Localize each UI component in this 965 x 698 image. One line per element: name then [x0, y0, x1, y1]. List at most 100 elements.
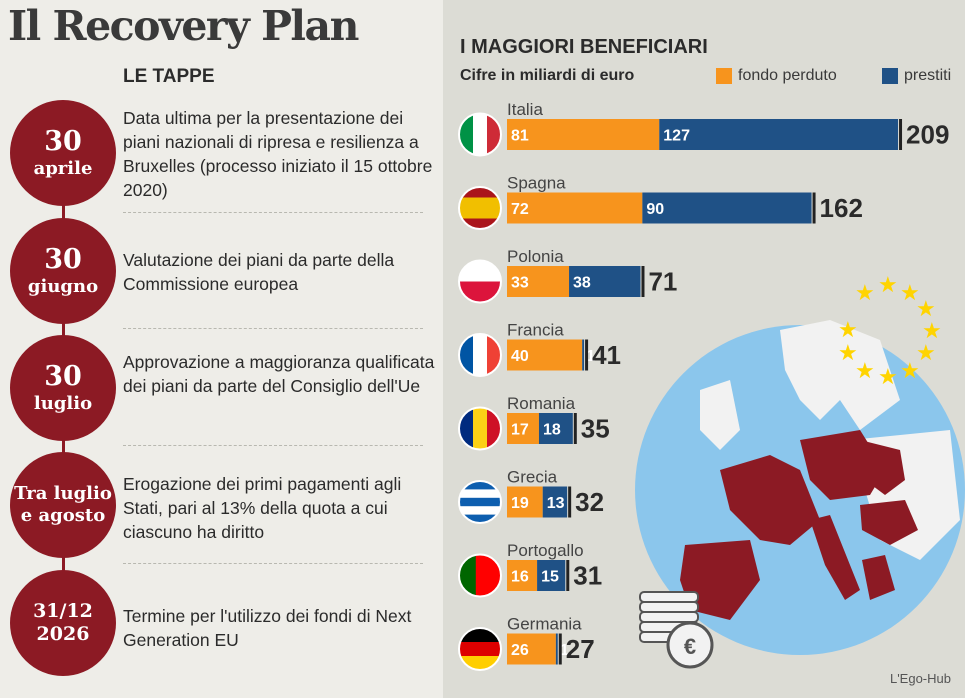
flag-stripe [459, 260, 501, 282]
step-4-text: Erogazione dei primi pagamenti agli Stat… [123, 474, 402, 542]
star-icon: ★ [916, 340, 936, 365]
svg-text:€: € [684, 634, 696, 659]
bar-value-label: 1 [586, 348, 595, 365]
flag-stripe [459, 481, 501, 490]
bar-spagna-fondo-perduto [507, 192, 643, 224]
chart-title: I MAGGIORI BENEFICIARI [460, 36, 708, 58]
bar-end-marker [566, 560, 570, 591]
flag-stripe [459, 554, 477, 597]
legend-label: fondo perduto [738, 67, 837, 84]
bar-total-spagna: 162 [820, 193, 863, 223]
bar-value-label: 19 [511, 495, 529, 512]
country-label-francia: Francia [507, 321, 564, 340]
bar-portogallo-prestiti [537, 560, 566, 591]
bar-value-label: 26 [511, 642, 529, 659]
bar-value-label: 16 [511, 569, 529, 586]
country-label-portogallo: Portogallo [507, 541, 584, 560]
country-label-grecia: Grecia [507, 468, 558, 487]
bar-germania-prestiti [555, 633, 558, 665]
map-eu-poland [860, 440, 905, 495]
bar-total-grecia: 32 [575, 487, 604, 517]
map-land-north [780, 320, 900, 430]
bar-end-marker [568, 486, 572, 518]
flag-border [458, 553, 502, 598]
bar-total-polonia: 71 [648, 267, 677, 297]
bar-value-label: 17 [511, 422, 529, 439]
flag-spagna-icon [459, 187, 501, 229]
map-eu-greece [862, 555, 895, 600]
step-5-date-small: 2026 [36, 623, 90, 645]
timeline-heading: LE TAPPE [123, 66, 215, 87]
bar-italia-prestiti [659, 119, 899, 150]
bar-germania-fondo-perduto [507, 633, 556, 665]
bar-total-italia: 209 [906, 120, 949, 150]
bar-value-label: 18 [543, 422, 561, 439]
step-2-date: 30 giugno [10, 218, 116, 324]
map-eu-france [720, 455, 820, 545]
step-4-date-small: e agosto [20, 505, 106, 526]
bar-end-marker [558, 633, 562, 665]
legend-swatch [716, 68, 732, 84]
bar-value-label: 13 [547, 495, 565, 512]
country-label-polonia: Polonia [507, 247, 564, 266]
flag-stripe [459, 642, 501, 657]
step-2-text: Valutazione dei piani da parte della Com… [123, 250, 395, 294]
step-divider [123, 212, 423, 213]
bar-grecia-prestiti [542, 486, 568, 518]
star-icon: ★ [855, 358, 875, 383]
flag-stripe [459, 197, 501, 219]
step-divider [123, 445, 423, 446]
bar-end-marker [573, 413, 577, 444]
bar-value-label: 1 [560, 642, 569, 659]
bar-end-marker [899, 119, 903, 150]
star-icon: ★ [838, 317, 858, 342]
country-label-spagna: Spagna [507, 174, 566, 193]
bar-polonia-fondo-perduto [507, 266, 570, 297]
flag-stripe [473, 113, 488, 156]
flag-stripe [459, 514, 501, 523]
step-5-date-big: 31/12 [33, 600, 93, 623]
bar-total-portogallo: 31 [573, 561, 602, 591]
step-2-date-small: giugno [27, 276, 99, 298]
chart-subtitle: Cifre in miliardi di euro [460, 67, 635, 84]
europe-map: ★ ★ ★ ★ ★ ★ ★ ★ ★ ★ ★ [635, 272, 965, 655]
bar-value-label: 127 [663, 128, 690, 145]
flag-grecia-icon [459, 481, 501, 523]
step-2-date-big: 30 [44, 244, 82, 275]
step-1-date: 30 aprile [10, 100, 116, 206]
bar-romania-prestiti [538, 413, 573, 444]
flag-stripe [473, 334, 488, 376]
flag-polonia-icon [459, 260, 501, 303]
country-label-italia: Italia [507, 100, 543, 119]
bar-total-romania: 35 [581, 414, 610, 444]
bar-end-marker [812, 192, 816, 224]
flag-stripe [473, 407, 488, 450]
legend-swatch [882, 68, 898, 84]
step-5-date: 31/12 2026 [10, 570, 116, 676]
map-eu-iberia [680, 540, 760, 620]
bar-romania-fondo-perduto [507, 413, 539, 444]
legend-item-fondo-perduto: fondo perduto [716, 67, 837, 85]
step-1-text: Data ultima per la presentazione dei pia… [123, 108, 433, 200]
star-icon: ★ [878, 272, 898, 297]
bar-portogallo-fondo-perduto [507, 560, 538, 591]
map-land-uk [700, 380, 740, 450]
star-icon: ★ [916, 296, 936, 321]
flag-stripe [459, 281, 501, 303]
flag-border [458, 480, 502, 524]
bar-value-label: 40 [511, 348, 529, 365]
flag-border [458, 259, 502, 304]
bar-value-label: 90 [646, 201, 664, 218]
step-4-date-big: Tra luglio [14, 483, 112, 505]
country-label-romania: Romania [507, 394, 576, 413]
bar-francia-fondo-perduto [507, 339, 583, 371]
step-3-date-small: luglio [33, 393, 93, 415]
map-eu-italy [810, 515, 860, 600]
step-1-date-big: 30 [44, 126, 82, 157]
legend-item-prestiti: prestiti [882, 67, 951, 85]
step-4-date: Tra luglio e agosto [10, 452, 116, 558]
bar-value-label: 15 [541, 569, 559, 586]
bar-total-francia: 41 [592, 340, 621, 370]
